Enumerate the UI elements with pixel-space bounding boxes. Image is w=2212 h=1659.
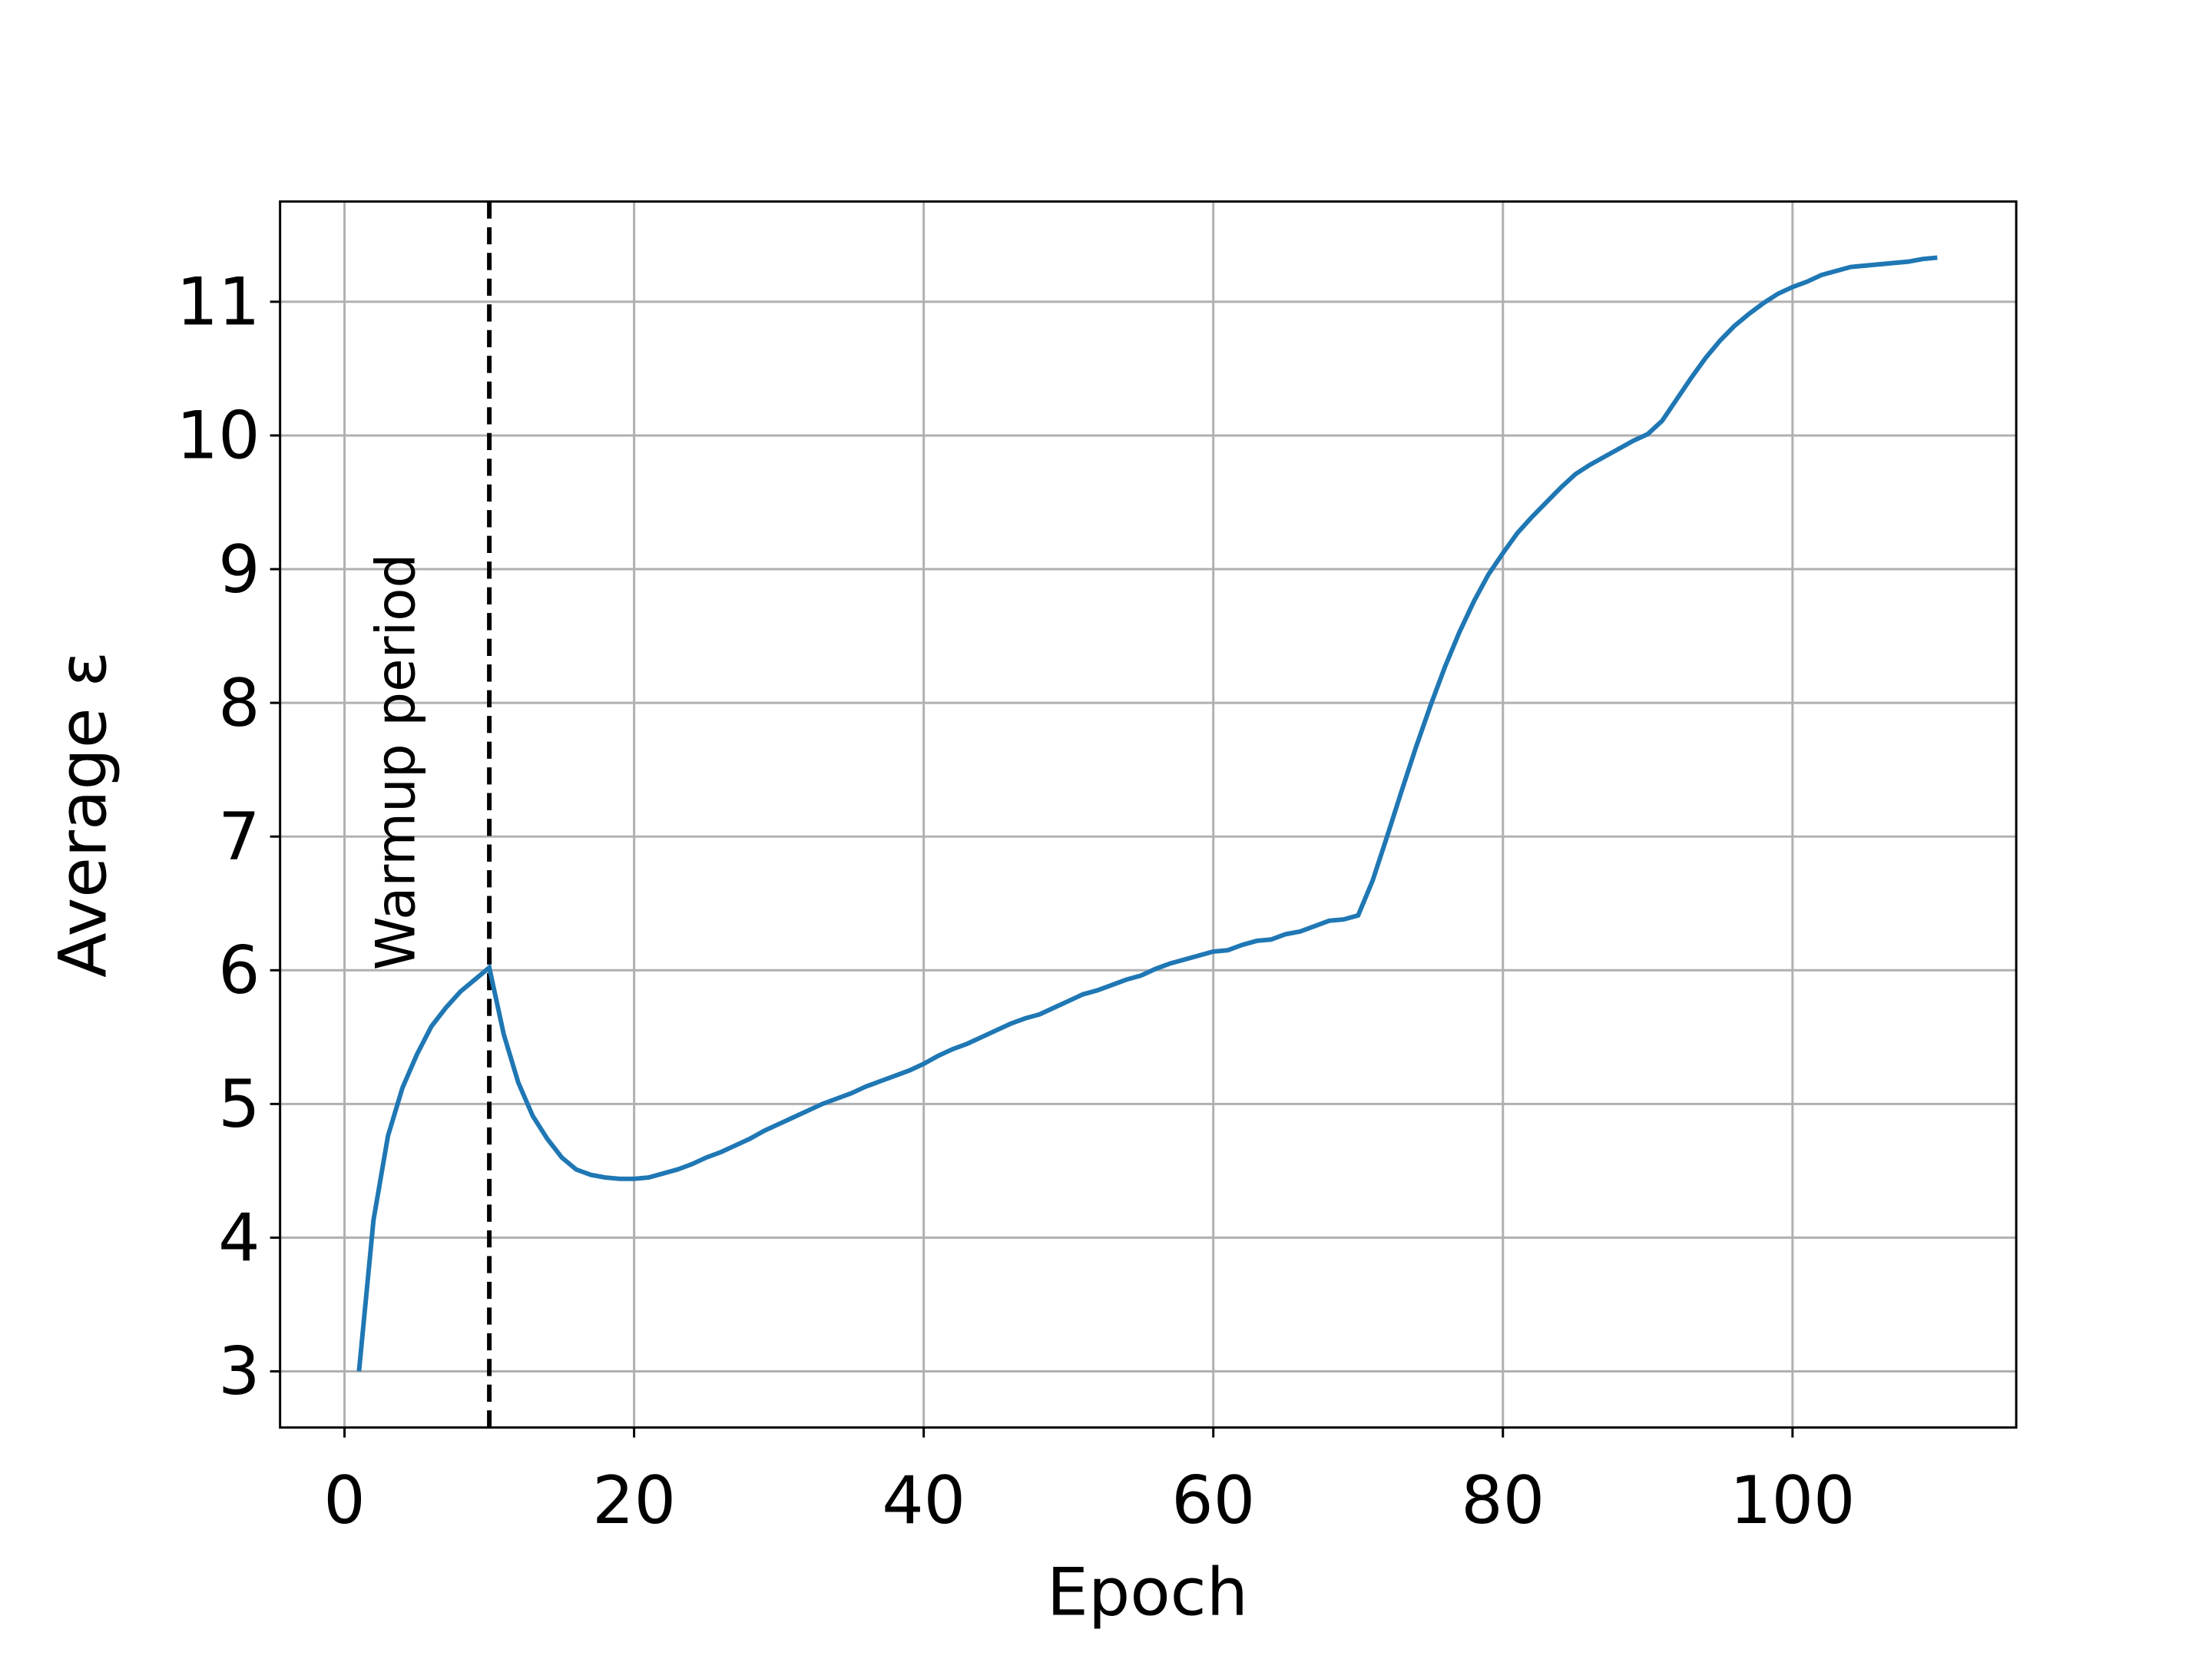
data-line [356,255,1938,1372]
y-tick-label: 10 [177,399,260,475]
y-tick-label: 7 [218,800,260,876]
y-tick-label: 9 [218,532,260,608]
x-tick-label: 20 [592,1463,676,1539]
x-tick-label: 40 [882,1463,965,1539]
plot-frame [279,200,2018,1429]
y-tick-label: 8 [218,666,260,742]
y-tick-label: 5 [218,1067,260,1143]
x-tick-label: 60 [1171,1463,1255,1539]
y-tick-label: 11 [177,265,260,341]
annotation: Warmup period [364,554,428,971]
y-axis-label: Average ε [46,651,122,978]
y-tick-label: 6 [218,933,260,1009]
y-tick-label: 3 [218,1334,260,1410]
x-axis-label: Epoch [1047,1555,1248,1631]
x-tick-label: 100 [1730,1463,1855,1539]
x-tick-label: 80 [1461,1463,1545,1539]
y-tick-label: 4 [218,1200,260,1277]
x-tick-label: 0 [323,1463,365,1539]
